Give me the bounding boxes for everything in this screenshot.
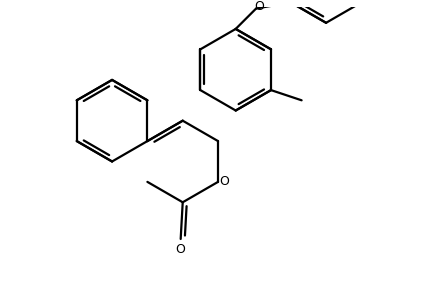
Text: O: O (254, 0, 264, 13)
Text: O: O (219, 175, 229, 188)
Text: O: O (176, 243, 186, 256)
